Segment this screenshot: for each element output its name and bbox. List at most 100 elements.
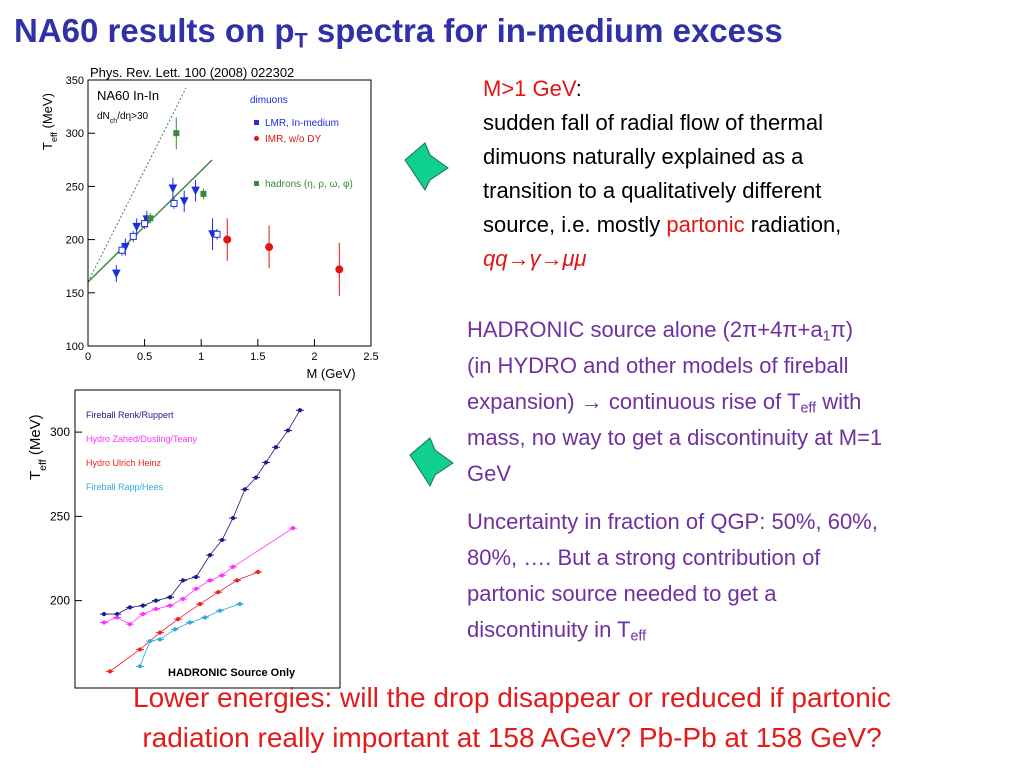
marker [290, 526, 296, 531]
text-run: expansion) → continuous rise of T [467, 389, 801, 414]
text-run: mass, no way to get a discontinuity at M… [467, 425, 883, 450]
marker [157, 630, 163, 635]
text-run: ch [110, 118, 118, 125]
marker [216, 590, 221, 595]
marker [263, 460, 269, 465]
marker [223, 235, 232, 244]
marker [273, 445, 279, 450]
marker [253, 475, 259, 480]
text-run: eff [800, 400, 817, 417]
marker [193, 574, 199, 580]
text-run: eff [630, 628, 647, 645]
text-line: GeV [467, 456, 882, 492]
text-line: Lower energies: will the drop disappear … [0, 678, 1024, 718]
marker [230, 515, 236, 521]
y-tick-label: 200 [66, 235, 84, 247]
text-run: (in HYDRO and other models of fireball [467, 353, 849, 378]
legend-marker [254, 120, 259, 125]
marker [127, 605, 133, 610]
legend-swatch [254, 136, 259, 141]
fit-line [87, 87, 187, 283]
marker [107, 669, 113, 674]
marker [179, 197, 189, 206]
text-run: dN [97, 111, 110, 122]
text-run: /dη>30 [117, 111, 148, 122]
marker [234, 578, 240, 583]
legend-label: Fireball Rapp/Hees [86, 482, 164, 492]
marker [191, 186, 200, 196]
marker [168, 184, 178, 194]
y-tick-label: 300 [50, 425, 70, 439]
text-line: sudden fall of radial flow of thermal [483, 106, 841, 140]
legend-label: hadrons (η, ρ, ω, φ) [265, 179, 353, 190]
x-tick-label: 0 [85, 351, 91, 363]
marker [193, 586, 199, 591]
marker [111, 269, 121, 279]
text-block: M>1 GeV: sudden fall of radial flow of th… [483, 72, 841, 276]
marker [197, 601, 203, 607]
text-line: partonic source needed to get a [467, 576, 878, 612]
marker [213, 230, 221, 238]
marker [335, 265, 344, 274]
legend-swatch [254, 120, 259, 125]
legend-label: Fireball Renk/Ruppert [86, 410, 174, 420]
y-tick-label: 250 [50, 509, 70, 523]
marker [153, 606, 159, 612]
marker [140, 611, 146, 617]
text-run: GeV [467, 461, 512, 486]
marker [180, 596, 186, 602]
marker [140, 603, 146, 608]
x-tick-label: 2.5 [363, 351, 378, 363]
marker [101, 620, 107, 625]
text-run: dimuons naturally explained as a [483, 144, 804, 169]
marker [265, 243, 274, 252]
text-line: (in HYDRO and other models of fireball [467, 348, 882, 384]
text-line: M>1 GeV: [483, 72, 841, 106]
marker [167, 595, 173, 600]
marker [219, 573, 225, 578]
marker [202, 615, 208, 620]
legend-marker [254, 181, 259, 186]
y-tick-label: 250 [66, 181, 84, 193]
legend-title: dimuons [250, 95, 288, 106]
text-run: T [27, 471, 44, 480]
text-run: T [294, 28, 308, 53]
x-axis-label: M (GeV) [306, 366, 355, 381]
y-tick-label: 300 [66, 128, 84, 140]
y-axis-label: Teff (MeV) [40, 93, 59, 150]
marker [118, 246, 126, 254]
legend-label: Hydro Ulrich Heinz [86, 458, 162, 468]
text-run: sudden fall of radial flow of thermal [483, 110, 823, 135]
text-run: source, i.e. mostly [483, 212, 667, 237]
text-run: eff [37, 459, 49, 471]
marker [147, 638, 153, 644]
marker [114, 615, 120, 620]
slide-title: NA60 results on pT spectra for in-medium… [14, 12, 783, 53]
series-line [109, 571, 259, 672]
marker [170, 199, 178, 207]
marker [147, 215, 154, 222]
text-line: Uncertainty in fraction of QGP: 50%, 60%… [467, 504, 878, 540]
plot-frame [87, 79, 372, 347]
text-run: M>1 GeV [483, 76, 576, 101]
marker [242, 487, 248, 492]
text-run: qq→γ→μμ [483, 246, 587, 271]
text-run: Uncertainty in fraction of QGP: 50%, 60%… [467, 509, 878, 534]
marker [141, 220, 149, 228]
y-tick-label: 200 [50, 594, 70, 608]
y-tick-label: 150 [66, 288, 84, 300]
marker [187, 620, 193, 625]
marker [129, 232, 137, 240]
marker [180, 578, 186, 583]
text-line: HADRONIC source alone (2π+4π+a1π) [467, 312, 882, 348]
marker [207, 578, 213, 583]
marker [137, 647, 143, 652]
legend-label: LMR, In-medium [265, 118, 339, 129]
text-run: T [40, 142, 55, 150]
plot-frame [74, 389, 341, 689]
marker [114, 611, 120, 617]
marker [230, 564, 236, 570]
annotation: HADRONIC Source Only [168, 667, 296, 679]
